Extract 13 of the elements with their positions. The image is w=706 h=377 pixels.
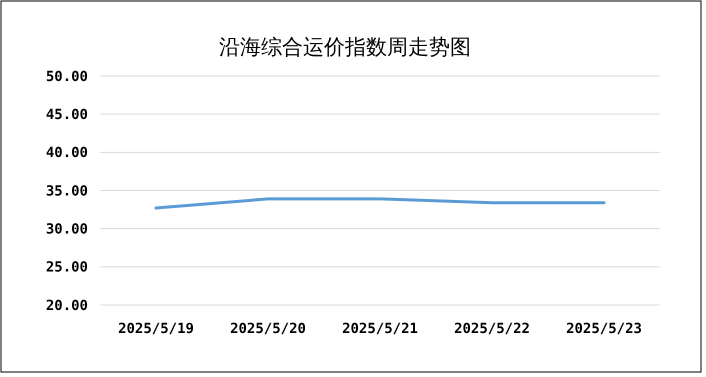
y-tick-label: 50.00 [46, 68, 88, 85]
x-tick-label: 2025/5/22 [454, 321, 530, 337]
chart-title: 沿海综合运价指数周走势图 [219, 35, 471, 59]
y-tick-label: 35.00 [46, 183, 88, 200]
x-tick-label: 2025/5/23 [566, 321, 642, 337]
y-tick-label: 30.00 [46, 222, 88, 238]
y-tick-label: 25.00 [46, 260, 88, 276]
x-tick-label: 2025/5/21 [342, 321, 418, 337]
y-tick-label: 20.00 [46, 298, 88, 314]
y-tick-label: 45.00 [46, 107, 88, 124]
x-tick-label: 2025/5/19 [118, 321, 194, 337]
y-tick-label: 40.00 [46, 145, 88, 162]
x-tick-label: 2025/5/20 [230, 321, 306, 337]
